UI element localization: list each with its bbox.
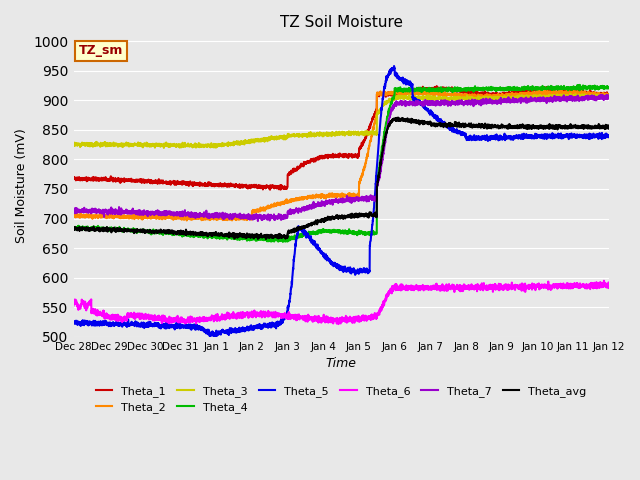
Theta_1 — [537, 85, 545, 91]
Theta_1 — [70, 175, 77, 181]
Theta_5 — [131, 323, 138, 329]
Theta_avg — [537, 125, 545, 131]
Theta_7 — [163, 210, 170, 216]
Theta_avg — [70, 227, 77, 232]
Theta_3 — [595, 93, 602, 98]
Line: Theta_5: Theta_5 — [74, 66, 609, 337]
Theta_4 — [537, 84, 545, 90]
Theta_7 — [595, 96, 602, 102]
Theta_1 — [163, 181, 170, 187]
Theta_5 — [390, 63, 398, 69]
Theta_5 — [163, 320, 170, 326]
Theta_6 — [537, 284, 545, 290]
Theta_5 — [275, 322, 283, 328]
Line: Theta_3: Theta_3 — [74, 94, 609, 148]
Theta_avg — [131, 228, 138, 234]
Theta_3 — [70, 142, 77, 148]
Theta_3 — [298, 132, 306, 138]
Theta_5 — [298, 227, 306, 233]
Legend: Theta_1, Theta_2, Theta_3, Theta_4, Theta_5, Theta_6, Theta_7, Theta_avg: Theta_1, Theta_2, Theta_3, Theta_4, Thet… — [92, 382, 591, 418]
Theta_avg — [262, 236, 270, 242]
Theta_6 — [605, 283, 612, 289]
Theta_4 — [131, 229, 138, 235]
Theta_7 — [131, 209, 138, 215]
Theta_5 — [605, 133, 612, 139]
Title: TZ Soil Moisture: TZ Soil Moisture — [280, 15, 403, 30]
Theta_3 — [131, 141, 138, 147]
Theta_5 — [212, 335, 220, 340]
Theta_3 — [605, 92, 612, 98]
Theta_3 — [566, 91, 574, 96]
Theta_1 — [266, 187, 274, 192]
Line: Theta_1: Theta_1 — [74, 86, 609, 190]
Theta_6 — [335, 321, 342, 327]
Theta_2 — [131, 211, 138, 217]
Theta_4 — [298, 231, 306, 237]
Theta_2 — [558, 87, 566, 93]
Theta_avg — [163, 228, 170, 233]
Line: Theta_7: Theta_7 — [74, 95, 609, 221]
Theta_2 — [537, 91, 545, 96]
Theta_6 — [298, 314, 306, 320]
Theta_7 — [254, 218, 262, 224]
Theta_4 — [279, 239, 287, 245]
Theta_5 — [537, 135, 545, 141]
Theta_2 — [275, 202, 283, 208]
Line: Theta_avg: Theta_avg — [74, 118, 609, 239]
Theta_1 — [298, 162, 306, 168]
Line: Theta_2: Theta_2 — [74, 90, 609, 220]
Theta_2 — [183, 217, 191, 223]
Theta_2 — [605, 93, 612, 99]
Theta_4 — [163, 230, 170, 236]
Theta_4 — [70, 225, 77, 230]
Theta_4 — [605, 85, 612, 91]
Theta_4 — [595, 85, 602, 91]
Theta_5 — [595, 132, 602, 138]
X-axis label: Time: Time — [326, 357, 356, 370]
Theta_6 — [70, 302, 77, 308]
Line: Theta_4: Theta_4 — [74, 85, 609, 242]
Theta_3 — [160, 145, 168, 151]
Theta_2 — [70, 213, 77, 218]
Theta_1 — [275, 186, 283, 192]
Theta_7 — [605, 95, 612, 100]
Theta_4 — [575, 82, 583, 88]
Theta_2 — [595, 91, 602, 97]
Theta_2 — [298, 195, 306, 201]
Y-axis label: Soil Moisture (mV): Soil Moisture (mV) — [15, 129, 28, 243]
Theta_avg — [605, 124, 612, 130]
Theta_7 — [70, 209, 77, 215]
Theta_7 — [275, 214, 283, 220]
Theta_3 — [275, 133, 283, 139]
Theta_6 — [163, 317, 170, 323]
Theta_avg — [595, 124, 602, 130]
Line: Theta_6: Theta_6 — [74, 281, 609, 324]
Text: TZ_sm: TZ_sm — [79, 44, 124, 58]
Theta_1 — [605, 92, 612, 97]
Theta_4 — [275, 238, 283, 243]
Theta_5 — [70, 319, 77, 325]
Theta_avg — [275, 234, 283, 240]
Theta_7 — [537, 97, 545, 103]
Theta_6 — [275, 311, 283, 316]
Theta_7 — [298, 204, 306, 210]
Theta_1 — [433, 83, 440, 89]
Theta_1 — [131, 178, 138, 183]
Theta_6 — [600, 278, 608, 284]
Theta_avg — [394, 115, 402, 120]
Theta_3 — [163, 142, 170, 147]
Theta_6 — [595, 285, 602, 290]
Theta_2 — [163, 213, 170, 219]
Theta_7 — [597, 92, 605, 97]
Theta_avg — [298, 223, 306, 229]
Theta_1 — [595, 91, 602, 96]
Theta_3 — [537, 93, 545, 99]
Theta_6 — [131, 316, 138, 322]
